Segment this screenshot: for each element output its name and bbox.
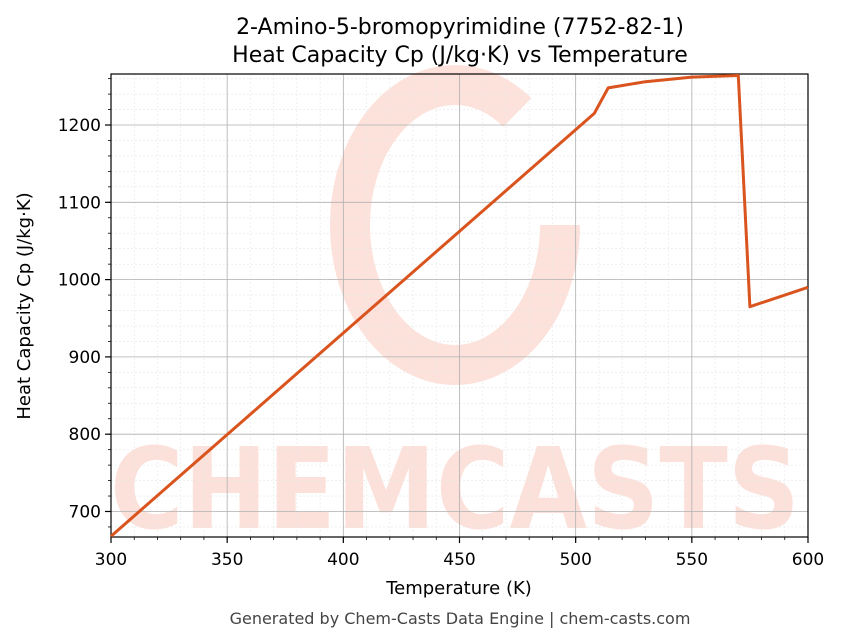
- x-tick-label: 400: [327, 550, 359, 570]
- ticks: 300 350 400 450 500 550 600 700 800 900 1000 1100 12…: [58, 78, 824, 570]
- x-tick-label: 500: [559, 550, 591, 570]
- watermark-swirl-icon: [330, 65, 580, 385]
- x-tick-label: 450: [443, 550, 475, 570]
- y-tick-label: 1100: [58, 193, 101, 213]
- y-tick-label: 700: [69, 502, 101, 522]
- watermark-text: CHEMCASTS: [110, 425, 800, 555]
- x-tick-label: 300: [95, 550, 127, 570]
- y-axis-label: Heat Capacity Cp (J/kg·K): [14, 192, 35, 419]
- footer-text: Generated by Chem-Casts Data Engine | ch…: [230, 609, 691, 628]
- x-tick-label: 350: [211, 550, 243, 570]
- x-tick-label: 550: [676, 550, 708, 570]
- grid: [110, 74, 809, 537]
- series-line: [110, 74, 809, 538]
- x-tick-label: 600: [792, 550, 824, 570]
- watermark: CHEMCASTS: [110, 65, 800, 555]
- chart-title: 2-Amino-5-bromopyrimidine (7752-82-1): [236, 15, 684, 40]
- y-tick-label: 1200: [58, 116, 101, 136]
- x-axis-label: Temperature (K): [385, 578, 532, 599]
- y-tick-label: 1000: [58, 271, 101, 291]
- y-tick-label: 900: [69, 348, 101, 368]
- chart-subtitle: Heat Capacity Cp (J/kg·K) vs Temperature: [232, 43, 688, 68]
- y-tick-label: 800: [69, 425, 101, 445]
